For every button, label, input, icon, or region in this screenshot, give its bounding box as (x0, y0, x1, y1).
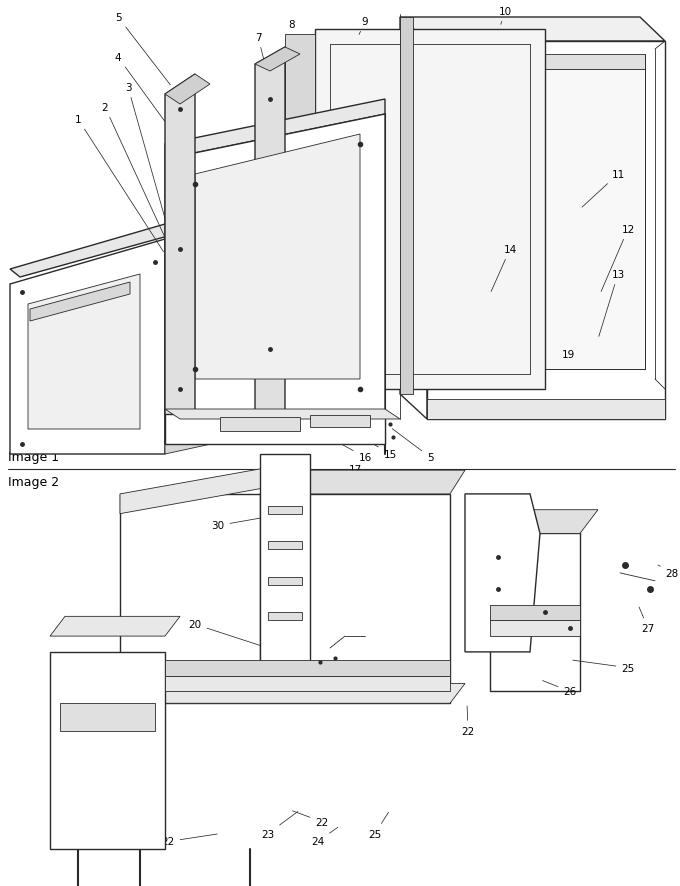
Polygon shape (255, 48, 300, 72)
Polygon shape (268, 577, 302, 585)
Polygon shape (165, 100, 385, 159)
Polygon shape (268, 506, 302, 514)
Text: 9: 9 (359, 17, 369, 35)
Text: Image 2: Image 2 (8, 476, 59, 488)
Polygon shape (220, 417, 300, 431)
Text: 3: 3 (124, 83, 167, 227)
Polygon shape (268, 541, 302, 549)
Polygon shape (165, 75, 210, 105)
Text: 23: 23 (261, 812, 298, 839)
Polygon shape (268, 613, 302, 621)
Polygon shape (165, 75, 195, 445)
Text: 20: 20 (188, 619, 277, 651)
Text: 18: 18 (78, 350, 115, 360)
Text: 22: 22 (292, 811, 328, 827)
Polygon shape (195, 135, 360, 379)
Polygon shape (310, 416, 370, 428)
Polygon shape (165, 415, 385, 445)
Polygon shape (440, 70, 645, 369)
Text: 7: 7 (255, 33, 265, 62)
Polygon shape (440, 55, 645, 70)
Polygon shape (490, 510, 598, 533)
Polygon shape (260, 470, 465, 494)
Polygon shape (165, 415, 280, 455)
Polygon shape (400, 18, 413, 394)
Text: 10: 10 (498, 7, 511, 26)
Polygon shape (30, 283, 130, 322)
Polygon shape (28, 275, 140, 430)
Text: 24: 24 (311, 828, 338, 846)
Text: 17: 17 (348, 464, 362, 475)
Polygon shape (260, 494, 450, 703)
Polygon shape (120, 684, 465, 703)
Polygon shape (285, 35, 315, 385)
Polygon shape (400, 18, 665, 42)
Text: 25: 25 (573, 660, 634, 673)
Polygon shape (165, 409, 400, 420)
Text: 28: 28 (658, 565, 679, 579)
Text: 26: 26 (543, 680, 577, 696)
Polygon shape (50, 617, 180, 636)
Text: 19: 19 (562, 350, 575, 360)
Text: 27: 27 (639, 608, 655, 633)
Polygon shape (400, 18, 427, 420)
Text: 15: 15 (347, 429, 396, 460)
Polygon shape (10, 225, 175, 277)
Polygon shape (490, 605, 580, 620)
Text: 5: 5 (115, 13, 170, 86)
Text: 22: 22 (161, 834, 217, 846)
Polygon shape (165, 676, 450, 692)
Polygon shape (490, 533, 580, 692)
Text: 11: 11 (582, 170, 625, 208)
Polygon shape (50, 652, 165, 850)
Polygon shape (427, 400, 665, 420)
Polygon shape (10, 240, 165, 455)
Polygon shape (465, 494, 540, 652)
Text: Image 1: Image 1 (8, 450, 59, 463)
Text: 30: 30 (211, 518, 260, 531)
Text: 2: 2 (102, 103, 167, 242)
Polygon shape (165, 115, 385, 415)
Polygon shape (120, 467, 275, 514)
Text: 14: 14 (491, 245, 517, 292)
Polygon shape (165, 660, 450, 676)
Text: 5: 5 (392, 429, 433, 462)
Text: 22: 22 (461, 706, 475, 736)
Polygon shape (255, 48, 285, 420)
Polygon shape (315, 30, 545, 390)
Text: 13: 13 (599, 269, 625, 337)
Polygon shape (260, 455, 310, 676)
Polygon shape (60, 703, 155, 731)
Polygon shape (165, 415, 385, 430)
Text: 16: 16 (312, 429, 372, 462)
Text: 1: 1 (75, 115, 163, 253)
Text: 6: 6 (222, 198, 230, 229)
Polygon shape (427, 42, 665, 420)
Text: 29: 29 (500, 558, 537, 571)
Polygon shape (120, 494, 260, 703)
Polygon shape (490, 620, 580, 636)
Text: 21: 21 (84, 687, 97, 709)
Text: 8: 8 (289, 20, 295, 39)
Text: 4: 4 (115, 53, 172, 133)
Text: 25: 25 (369, 812, 388, 839)
Text: 12: 12 (601, 225, 634, 292)
